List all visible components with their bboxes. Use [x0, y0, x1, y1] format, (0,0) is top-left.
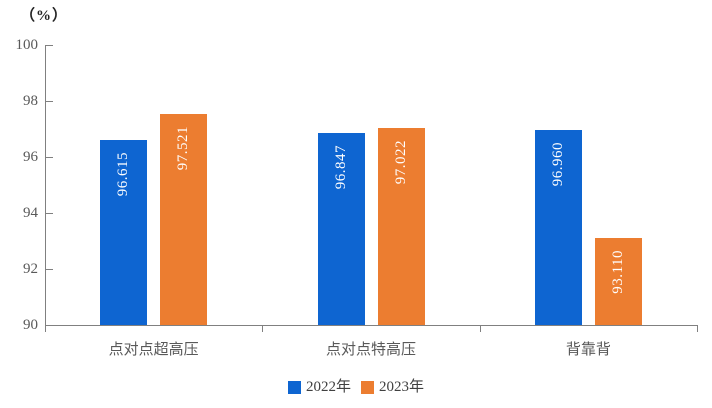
y-axis-tick: [46, 157, 53, 158]
bar-2022年-背靠背: 96.960: [534, 130, 582, 325]
legend-item-2022年: 2022年: [287, 379, 351, 395]
bar-2023年-点对点超高压: 97.521: [160, 114, 208, 325]
y-axis-tick-label: 90: [23, 317, 38, 333]
x-axis-tick: [45, 326, 46, 332]
y-axis-tick-label: 96: [23, 149, 38, 165]
bar-value-label: 96.615: [115, 151, 132, 197]
x-axis-tick: [262, 326, 264, 332]
x-axis-tick: [479, 326, 481, 332]
legend-swatch-icon: [361, 381, 374, 394]
y-axis-line: [45, 45, 46, 326]
bar-value-label-wrap: 97.022: [378, 140, 425, 184]
y-axis-unit-label: （%）: [20, 8, 69, 24]
bar-2022年-点对点超高压: 96.615: [100, 139, 148, 325]
legend-swatch-icon: [287, 381, 301, 394]
bar-2023年-点对点特高压: 97.022: [377, 128, 425, 325]
bar-value-label-wrap: 97.521: [160, 126, 207, 170]
category-label-3: 背靠背: [565, 342, 611, 358]
legend-item-2023年: 2023年: [361, 380, 424, 395]
bar-value-label: 96.847: [332, 145, 349, 190]
category-label-2: 点对点特高压: [325, 342, 416, 358]
y-axis-tick-label: 100: [15, 37, 39, 53]
y-axis-tick-label: 94: [23, 205, 38, 221]
x-axis-tick: [697, 326, 698, 332]
y-axis-tick: [46, 45, 53, 46]
bar-value-label-wrap: 96.960: [535, 142, 582, 186]
y-axis-tick-label: 92: [23, 261, 38, 277]
y-axis-tick: [46, 101, 53, 102]
legend-label: 2022年: [305, 379, 351, 395]
x-axis-line: [45, 325, 698, 326]
bar-2022年-点对点特高压: 96.847: [317, 133, 365, 325]
bar-value-label-wrap: 96.615: [100, 152, 147, 196]
y-axis-tick: [46, 213, 53, 214]
category-label-1: 点对点超高压: [108, 342, 199, 358]
legend-label: 2023年: [379, 379, 425, 395]
y-axis-tick-label: 98: [23, 93, 38, 109]
bar-value-label: 97.022: [392, 140, 409, 185]
bar-value-label-wrap: 93.110: [595, 250, 642, 294]
bar-value-label: 93.110: [609, 249, 626, 294]
bar-value-label: 96.960: [549, 142, 566, 187]
y-axis-tick: [46, 325, 53, 326]
bar-2023年-背靠背: 93.110: [594, 237, 642, 325]
legend: 2022年 2023年: [0, 380, 712, 395]
bar-value-label: 97.521: [175, 126, 192, 171]
y-axis-tick: [46, 269, 53, 270]
bar-value-label-wrap: 96.847: [318, 145, 365, 189]
